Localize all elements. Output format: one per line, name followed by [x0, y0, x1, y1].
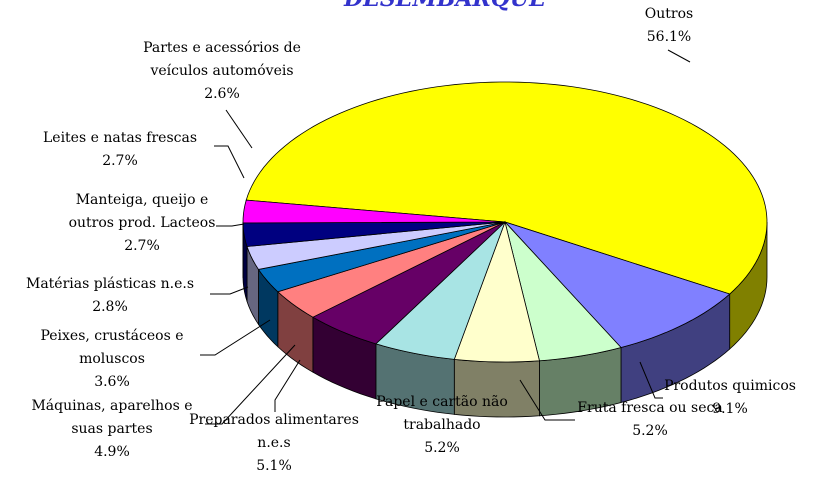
pie-sides [242, 221, 768, 418]
label-line: veículos automóveis [149, 63, 293, 79]
slice-label: Manteiga, queijo e outros prod. Lacteos [69, 192, 216, 231]
value-label: 5.2% [424, 440, 460, 456]
slice-label: Produtos quimicos [664, 378, 796, 394]
slice-label: Papel e cartão não trabalhado [376, 394, 508, 433]
label-line: trabalhado [403, 417, 480, 433]
slice [277, 221, 506, 318]
slice [453, 220, 540, 363]
slice-label: Máquinas, aparelhos e suas partes [31, 398, 192, 437]
leader-line [519, 379, 575, 421]
leader-line [200, 319, 271, 356]
value-label: 4.9% [94, 444, 130, 460]
leader-line [274, 359, 301, 412]
slice [245, 81, 768, 295]
label-line: outros prod. Lacteos [69, 215, 216, 231]
slice-label: Outros [645, 6, 693, 22]
label-line: Produtos quimicos [664, 378, 796, 394]
pie-tops [242, 81, 768, 363]
label-line: Preparados alimentares [189, 412, 359, 428]
value-label: 5.1% [256, 458, 292, 474]
value-label: 2.6% [204, 86, 240, 102]
leader-line [216, 223, 245, 227]
slice-label: Fruta fresca ou seca [577, 400, 722, 416]
label-line: Matérias plásticas n.e.s [26, 276, 194, 292]
label-line: suas partes [71, 421, 152, 437]
slice [312, 221, 506, 345]
slice-label: Partes e acessórios de veículos automóvei… [143, 40, 301, 79]
slice-label: Peixes, crustáceos e moluscos [40, 328, 183, 367]
chart-title: DESEMBARQUE [343, 0, 547, 12]
leader-line [225, 109, 253, 149]
label-line: Máquinas, aparelhos e [31, 398, 192, 414]
value-label: 2.7% [124, 238, 160, 254]
slice-label: Preparados alimentares n.e.s [189, 412, 359, 451]
label-line: Fruta fresca ou seca [577, 400, 722, 416]
value-label: 56.1% [647, 29, 691, 45]
leader-line [667, 49, 691, 63]
value-label: 2.8% [92, 299, 128, 315]
slice [375, 221, 506, 360]
slice-label: Leites e natas frescas [43, 130, 197, 146]
slice [503, 221, 731, 348]
label-line: Outros [645, 6, 693, 22]
label-line: Partes e acessórios de [143, 40, 301, 56]
leader-line [205, 344, 296, 425]
value-label: 3.6% [94, 374, 130, 390]
label-line: Peixes, crustáceos e [40, 328, 183, 344]
label-line: Leites e natas frescas [43, 130, 197, 146]
label-line: moluscos [79, 351, 145, 367]
value-label: 9.1% [712, 401, 748, 417]
slice [257, 221, 506, 293]
slice [246, 221, 506, 270]
leader-line [214, 145, 245, 179]
label-line: Manteiga, queijo e [76, 192, 209, 208]
leader-line [210, 286, 249, 295]
value-label: 2.7% [102, 153, 138, 169]
value-label: 5.2% [632, 423, 668, 439]
slice [504, 221, 622, 362]
leader-line [639, 361, 663, 399]
slice [242, 199, 506, 224]
label-line: n.e.s [257, 435, 290, 451]
slice-label: Matérias plásticas n.e.s [26, 276, 194, 292]
label-line: Papel e cartão não [376, 394, 508, 410]
